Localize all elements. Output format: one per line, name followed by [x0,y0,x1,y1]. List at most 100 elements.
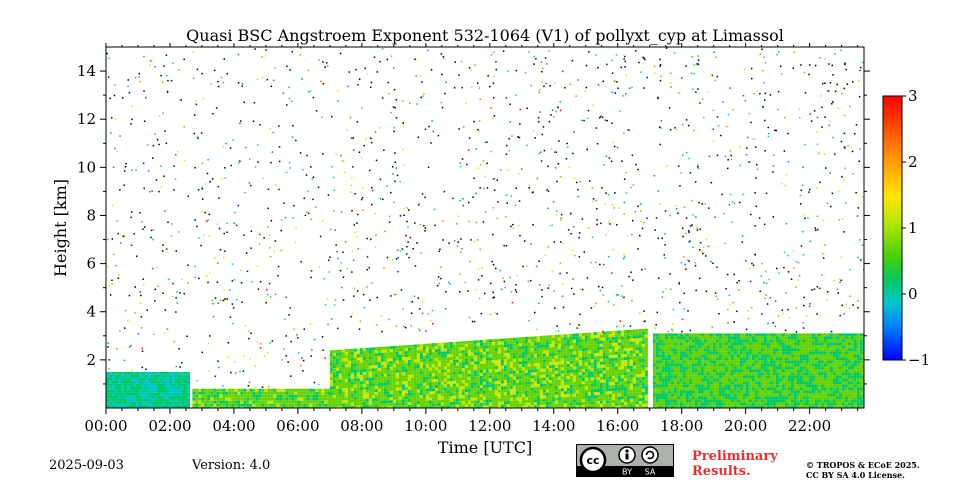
layer-cell [754,345,758,349]
layer-cell [124,401,127,405]
layer-cell [655,393,659,397]
layer-cell [754,366,758,370]
layer-cell [823,396,827,400]
layer-cell [808,348,812,352]
layer-cell [148,374,151,378]
layer-cell [638,344,642,348]
noise-cell [123,170,126,172]
layer-cell [410,362,414,366]
layer-cell [291,394,295,398]
layer-cell [697,381,701,385]
layer-cell [802,393,806,397]
layer-cell [712,366,716,370]
layer-cell [377,379,381,383]
layer-cell [240,406,244,408]
layer-cell [805,375,809,379]
layer-cell [566,385,570,389]
layer-cell [712,354,716,358]
layer-cell [195,403,199,407]
layer-cell [736,336,740,340]
layer-cell [455,386,459,390]
layer-cell [527,393,531,397]
layer-cell [422,376,426,380]
layer-cell [347,379,351,383]
layer-cell [344,349,348,353]
layer-cell [157,395,160,399]
layer-cell [823,366,827,370]
layer-cell [332,401,336,405]
layer-cell [446,381,450,385]
layer-cell [664,378,668,382]
aerosol-layer-midday-low-layer [192,388,331,408]
layer-cell [796,375,800,379]
layer-cell [724,357,728,361]
layer-cell [554,340,558,344]
layer-cell [632,368,636,372]
layer-cell [306,406,310,408]
layer-cell [428,388,432,392]
layer-cell [712,390,716,394]
noise-cell [141,347,143,350]
layer-cell [356,366,360,370]
layer-cell [670,399,674,403]
layer-cell [184,398,187,402]
layer-cell [353,402,357,406]
layer-cell [401,381,405,385]
layer-cell [458,404,462,408]
layer-cell [338,385,342,389]
layer-cell [793,354,797,358]
layer-cell [814,351,818,355]
layer-cell [503,398,507,402]
layer-cell [593,353,597,357]
layer-cell [318,406,322,408]
layer-cell [784,396,788,400]
layer-cell [838,378,842,382]
layer-cell [413,365,417,369]
layer-cell [264,388,268,392]
layer-cell [404,399,408,403]
layer-cell [371,356,375,360]
layer-cell [401,378,405,382]
layer-cell [644,367,648,371]
layer-cell [329,356,333,360]
layer-cell [766,375,770,379]
layer-cell [353,369,357,373]
layer-cell [793,375,797,379]
layer-cell [784,339,788,343]
layer-cell [760,336,764,340]
layer-cell [458,389,462,393]
layer-cell [350,393,354,397]
layer-cell [401,393,405,397]
layer-cell [638,395,642,399]
layer-cell [461,386,465,390]
layer-cell [395,405,399,408]
layer-cell [383,388,387,392]
layer-cell [563,382,567,386]
layer-cell [461,356,465,360]
layer-cell [590,380,594,384]
layer-cell [706,387,710,391]
layer-cell [629,383,633,387]
layer-cell [374,362,378,366]
layer-cell [551,401,555,405]
layer-cell [727,333,731,337]
layer-cell [515,385,519,389]
layer-cell [805,366,809,370]
layer-cell [187,383,190,387]
layer-cell [163,377,166,381]
layer-cell [611,348,615,352]
layer-cell [497,395,501,399]
layer-cell [658,387,662,391]
layer-cell [449,402,453,406]
layer-cell [742,381,746,385]
layer-cell [240,394,244,398]
layer-cell [148,389,151,393]
layer-cell [401,384,405,388]
layer-cell [359,372,363,376]
layer-cell [593,365,597,369]
layer-cell [730,336,734,340]
layer-cell [703,402,707,406]
layer-cell [784,336,788,340]
layer-cell [198,403,202,407]
layer-cell [832,375,836,379]
